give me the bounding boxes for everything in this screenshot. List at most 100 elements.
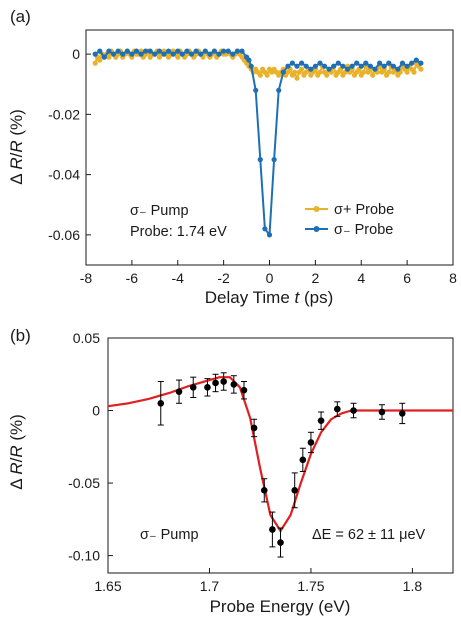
plot-frame-b: [107, 337, 454, 574]
data-point-sigma-minus: [193, 48, 199, 54]
data-point: [398, 410, 406, 417]
y-axis-label-a: Δ R/R (%): [7, 109, 26, 185]
data-point-sigma-plus: [292, 69, 298, 75]
x-tick-label-a: 2: [311, 270, 319, 286]
data-point-sigma-minus: [386, 60, 392, 66]
data-point-sigma-minus: [129, 51, 135, 57]
data-point-sigma-plus: [324, 72, 330, 78]
x-tick-label-b: 1.75: [297, 578, 324, 594]
legend-marker-sigma-minus: [313, 226, 320, 232]
data-point-sigma-minus: [143, 48, 149, 54]
data-point-sigma-minus: [289, 60, 295, 66]
series-group-b: [107, 372, 453, 558]
x-tick-label-a: 0: [266, 270, 274, 286]
data-point-sigma-plus: [257, 72, 263, 78]
data-point-sigma-minus: [115, 48, 121, 54]
data-point-sigma-plus: [97, 57, 103, 63]
legend-label-sigma-minus: σ₋ Probe: [334, 222, 393, 238]
data-point: [269, 526, 276, 533]
data-point-sigma-minus: [161, 51, 167, 57]
y-ticks-b: 0.05 0 -0.05 -0.10: [68, 330, 113, 564]
data-point: [204, 384, 211, 391]
x-tick-label-a: -8: [80, 270, 93, 286]
x-tick-label-a: -4: [172, 270, 185, 286]
data-point-sigma-minus: [335, 60, 341, 66]
data-point-sigma-minus: [92, 51, 98, 57]
chart-b: (b) 1.65 1.7 1.75 1.8 0.05 0 -0.05 -0.10 Probe…: [7, 326, 454, 616]
annotation-pump-a: σ₋ Pump: [130, 203, 189, 219]
y-tick-label-a: 0: [72, 46, 80, 62]
x-tick-label-a: 8: [449, 270, 457, 286]
data-point-sigma-minus: [372, 66, 378, 72]
y-tick-label-b: -0.05: [68, 475, 100, 491]
data-point-sigma-minus: [239, 48, 245, 54]
x-tick-label-b: 1.8: [403, 578, 423, 594]
y-tick-label-a: -0.06: [48, 227, 80, 243]
x-axis-label-a: Delay Time t (ps): [205, 288, 333, 307]
data-point-sigma-minus: [152, 51, 158, 57]
x-tick-label-b: 1.65: [94, 578, 121, 594]
data-point: [189, 384, 197, 391]
data-point: [157, 399, 165, 407]
x-tick-label-a: -6: [126, 270, 139, 286]
annotation-delta-e-b: ΔE = 62 ± 11 μeV: [312, 527, 426, 543]
data-point-sigma-plus: [370, 72, 376, 78]
legend-marker-sigma-plus: [313, 206, 320, 212]
data-point-sigma-minus: [156, 48, 162, 54]
data-point-sigma-minus: [138, 51, 144, 57]
data-point-sigma-minus: [207, 51, 213, 57]
x-tick-label-b: 1.7: [200, 578, 220, 594]
data-point: [230, 381, 238, 388]
data-point-sigma-minus: [230, 51, 236, 57]
data-point-sigma-minus: [276, 87, 282, 93]
panel-label-b: (b): [10, 326, 31, 345]
data-point-sigma-plus: [386, 69, 392, 75]
legend-label-sigma-plus: σ+ Probe: [334, 202, 394, 218]
data-point: [350, 407, 357, 414]
data-point-sigma-minus: [404, 63, 410, 69]
data-point: [277, 539, 284, 546]
series-group-a: [92, 48, 424, 238]
data-point: [250, 424, 258, 432]
data-point: [175, 388, 183, 395]
data-point: [299, 456, 307, 464]
data-point-sigma-minus: [202, 48, 208, 54]
data-point-sigma-minus: [211, 48, 217, 54]
data-point-sigma-minus: [322, 63, 328, 69]
data-point-sigma-plus: [411, 69, 417, 75]
x-ticks-a: -8 -6 -4 -2 0 2 4 6 8: [80, 260, 457, 286]
data-point-sigma-minus: [312, 63, 318, 69]
data-point-sigma-minus: [409, 60, 415, 66]
data-point-sigma-minus: [340, 63, 346, 69]
data-point-sigma-minus: [120, 51, 126, 57]
data-point-sigma-minus: [367, 63, 373, 69]
data-point-sigma-plus: [92, 60, 98, 66]
data-point-sigma-minus: [184, 48, 190, 54]
data-point-sigma-minus: [110, 51, 117, 57]
chart-a: (a) -8 -6 -4 -2 0 2 4 6 8 0 -0.02 -0.04 -0.06 Delay…: [7, 7, 457, 307]
data-point-sigma-minus: [363, 60, 369, 66]
data-point-sigma-minus: [303, 63, 309, 69]
annotation-probe-a: Probe: 1.74 eV: [130, 224, 227, 240]
data-point-sigma-minus: [166, 48, 172, 54]
data-point-sigma-minus: [377, 60, 383, 66]
data-point-sigma-minus: [170, 51, 176, 57]
data-point-sigma-minus: [124, 48, 130, 54]
data-point-sigma-plus: [106, 54, 112, 60]
data-point-sigma-minus: [331, 63, 337, 69]
data-point-sigma-minus: [106, 48, 112, 54]
data-point-sigma-minus: [326, 66, 332, 72]
y-tick-label-a: -0.04: [48, 167, 80, 183]
y-axis-label-b: Δ R/R (%): [7, 414, 26, 490]
y-ticks-a: 0 -0.02 -0.04 -0.06: [48, 46, 91, 243]
y-tick-label-b: 0: [92, 403, 100, 419]
data-point-sigma-plus: [299, 66, 305, 72]
data-point-sigma-minus: [97, 48, 103, 54]
data-point: [240, 386, 248, 394]
data-point-sigma-minus: [354, 60, 360, 66]
data-point-sigma-minus: [381, 63, 387, 69]
data-point: [334, 405, 341, 413]
data-point: [212, 379, 219, 387]
x-axis-label-b: Probe Energy (eV): [210, 597, 351, 616]
